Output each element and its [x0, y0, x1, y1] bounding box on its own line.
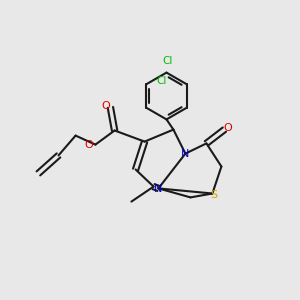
- Text: Cl: Cl: [163, 56, 173, 66]
- Text: N: N: [181, 148, 190, 159]
- Text: N: N: [154, 184, 162, 194]
- Text: S: S: [210, 190, 218, 200]
- Text: O: O: [84, 140, 93, 150]
- Text: Cl: Cl: [157, 76, 167, 86]
- Text: O: O: [101, 101, 110, 111]
- Text: O: O: [224, 123, 232, 133]
